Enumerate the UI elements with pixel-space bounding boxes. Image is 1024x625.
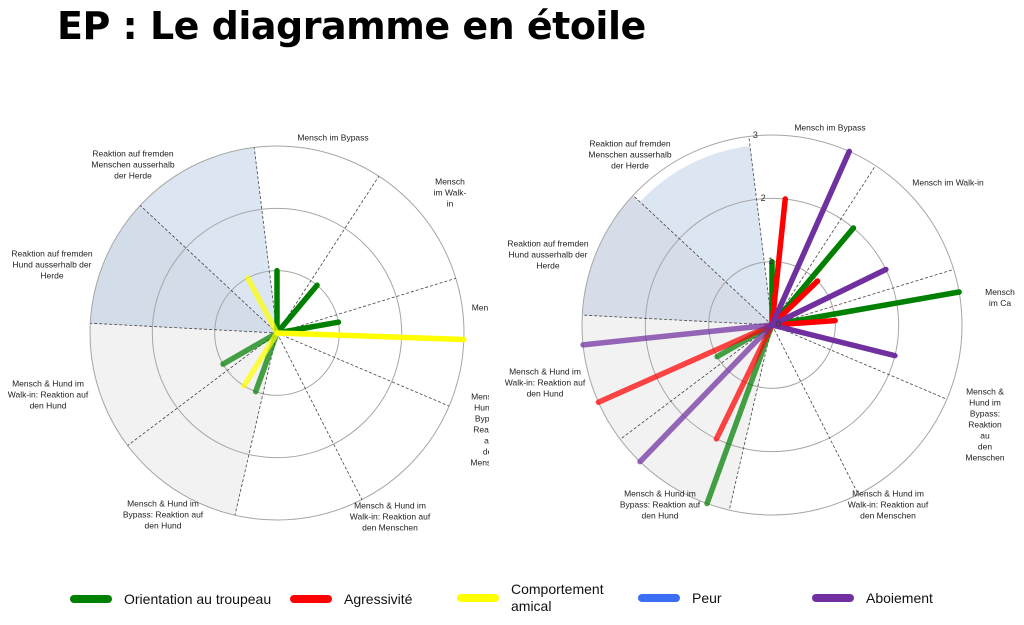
category-label: Men (471, 302, 489, 313)
bar-aboiement (637, 322, 775, 465)
category-label: Reaktion auf fremden Hund ausserhalb der… (11, 248, 93, 281)
star-chart-left-svg (89, 145, 467, 521)
sector-divider (139, 205, 278, 334)
legend-label: Comportement amical (511, 581, 604, 614)
legend-swatch-yellow (457, 594, 499, 602)
category-label: Mensch im Bypass (794, 122, 866, 133)
sector-divider (276, 277, 456, 334)
category-label: Mensch & Hund im Walk-in: Reaktion auf d… (7, 378, 89, 411)
sector-divider (771, 165, 876, 326)
legend-item-agressivite: Agressivité (290, 591, 412, 607)
grid-ring (581, 134, 963, 516)
star-chart-right: Mensch im Bypass Mensch im Walk-in Mensch … (489, 0, 1024, 560)
sector-divider (276, 332, 363, 500)
category-label: Mensch & Hund im Bypass: Reaktion auf de… (619, 488, 701, 521)
sector-divider (582, 314, 773, 326)
legend-item-comportement-amical: Comportement amical (457, 581, 604, 615)
category-label: Mensch im Ca (985, 287, 1015, 308)
sector-divider (234, 332, 278, 516)
tick-label: 2 (760, 193, 766, 204)
sector-divider (771, 324, 948, 400)
legend-label: Agressivité (344, 591, 413, 607)
tick-label: 1 (768, 256, 774, 267)
legend: Orientation au troupeau Agressivité Comp… (0, 575, 1024, 625)
bar-agressivit- (769, 317, 838, 328)
shaded-sector (582, 195, 772, 325)
category-label: Mensch im Walk-in (433, 176, 467, 209)
sector-divider (90, 322, 278, 334)
bar-aboiement (580, 322, 775, 348)
sector-divider (728, 324, 773, 511)
bar-aboiement (769, 266, 889, 328)
bar-aboiement (769, 322, 898, 359)
legend-item-orientation: Orientation au troupeau (70, 591, 271, 607)
tick-label: 3 (752, 130, 758, 141)
shaded-sector (89, 323, 277, 446)
bar-comportement-amical (244, 275, 280, 336)
bar-orientation-au-troupeau (274, 282, 320, 336)
bar-agressivit- (595, 322, 775, 406)
category-label: Reaktion auf fremden Menschen ausserhalb… (588, 138, 672, 171)
shaded-sector (90, 205, 277, 333)
star-chart-left: Mensch im Bypass Mensch im Walk-in Men Mens… (0, 0, 489, 560)
sector-divider (127, 332, 278, 446)
shaded-sector (127, 333, 278, 516)
grid-ring (89, 145, 465, 521)
category-label: Mensch & Hund im Bypass: Reaktion au den… (965, 386, 1005, 463)
category-label: Reaktion auf fremden Hund ausserhalb der… (507, 238, 589, 271)
category-label: Mensch & Hund im Walk-in: Reaktion auf d… (847, 488, 929, 521)
bar-aboiement (769, 148, 853, 328)
legend-swatch-purple (812, 594, 854, 602)
sector-divider (748, 136, 773, 326)
bar-agressivit- (713, 322, 775, 442)
category-label: Mensch & Hund im Bypass: Reaktion auf de… (470, 391, 489, 468)
legend-item-aboiement: Aboiement (812, 590, 933, 606)
legend-label: Peur (692, 590, 722, 606)
legend-swatch-red (290, 595, 332, 603)
category-label: Reaktion auf fremden Menschen ausserhalb… (91, 148, 175, 181)
bar-comportement-amical (241, 330, 280, 389)
grid-ring (151, 207, 403, 459)
sector-divider (276, 175, 380, 334)
shaded-sector (620, 325, 772, 511)
legend-swatch-green (70, 595, 112, 603)
sector-divider (771, 269, 954, 326)
grid-ring (644, 197, 900, 453)
legend-label: Orientation au troupeau (124, 591, 272, 607)
legend-swatch-blue (638, 594, 680, 602)
legend-item-peur: Peur (638, 590, 722, 606)
legend-label: Aboiement (866, 590, 933, 606)
tick-label: 0 (776, 319, 782, 329)
bar-orientation-au-troupeau (704, 322, 775, 507)
sector-divider (620, 324, 773, 440)
shaded-sector (639, 145, 772, 325)
sector-divider (253, 147, 278, 334)
category-label: Mensch im Walk-in (912, 177, 984, 188)
category-label: Mensch & Hund im Bypass: Reaktion auf de… (122, 498, 204, 531)
sector-divider (771, 324, 859, 495)
bar-comportement-amical (274, 330, 467, 343)
category-label: Mensch & Hund im Walk-in: Reaktion auf d… (349, 500, 431, 533)
bar-agressivit- (769, 196, 788, 328)
star-chart-right-svg (580, 134, 963, 516)
category-label: Mensch & Hund im Walk-in: Reaktion auf d… (504, 366, 586, 399)
bar-agressivit- (769, 278, 821, 328)
sector-divider (276, 332, 450, 407)
bar-orientation-au-troupeau (769, 289, 962, 328)
category-label: Mensch im Bypass (297, 132, 369, 143)
slide-title: EP : Le diagramme en étoile (57, 4, 646, 48)
shaded-sector (140, 147, 277, 333)
bar-orientation-au-troupeau (220, 330, 280, 367)
